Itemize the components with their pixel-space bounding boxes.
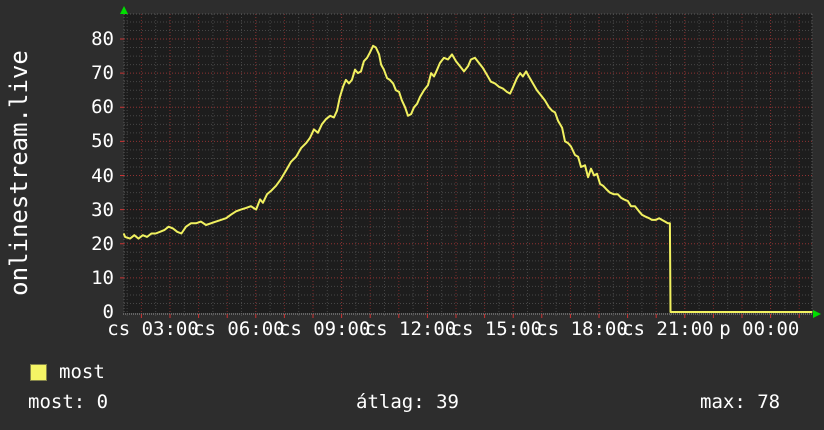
stat-current: most: 0 [28, 391, 109, 413]
x-tick-label: cs 21:00 [622, 318, 714, 340]
y-tick-label: 80 [91, 28, 114, 50]
y-tick-label: 30 [91, 198, 114, 221]
x-tick-label: cs 18:00 [536, 318, 628, 340]
legend-label: most [59, 361, 105, 383]
legend-swatch [30, 364, 47, 381]
y-tick-label: 70 [91, 62, 114, 85]
stat-max: max: 78 [700, 391, 781, 413]
x-tick-label: cs 15:00 [450, 318, 543, 340]
y-tick-label: 10 [91, 266, 114, 289]
y-tick-label: 40 [91, 164, 114, 187]
y-tick-label: 60 [91, 96, 114, 119]
x-tick-label: cs 03:00 [107, 318, 199, 340]
x-tick-label: cs 09:00 [278, 318, 371, 340]
x-tick-label: cs 06:00 [193, 318, 285, 340]
stat-average: átlag: 39 [356, 391, 459, 413]
x-tick-label: cs 12:00 [364, 318, 457, 340]
y-tick-label: 50 [91, 130, 114, 153]
x-tick-label: p 00:00 [719, 318, 800, 340]
y-tick-label: 20 [91, 232, 114, 255]
y-tick-label: 0 [102, 301, 114, 323]
